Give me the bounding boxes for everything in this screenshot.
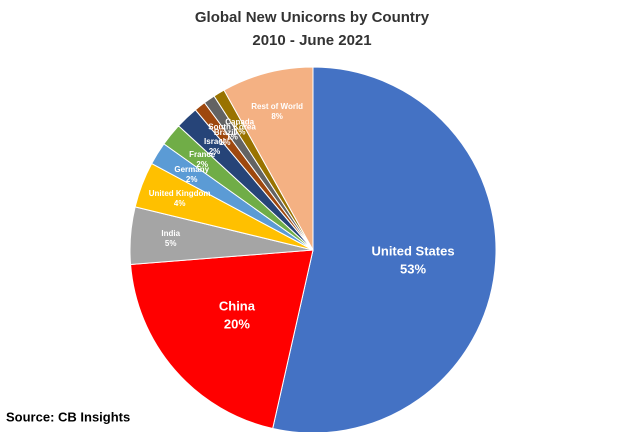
pie-slice: [130, 249, 314, 430]
category-label: United Kingdom: [149, 189, 211, 198]
category-label: South Korea: [208, 123, 256, 132]
category-label: France: [189, 150, 216, 159]
pie-slice: [223, 66, 314, 252]
value-label: 5%: [165, 239, 177, 248]
source-note: Source: CB Insights: [6, 409, 130, 424]
category-label: Israel: [204, 137, 225, 146]
category-label: United States: [371, 244, 454, 259]
pie-slice: [272, 66, 497, 432]
category-label: India: [161, 229, 180, 238]
category-label: Rest of World: [251, 102, 303, 111]
value-label: 2%: [209, 147, 221, 156]
value-label: 8%: [271, 112, 283, 121]
value-label: 2%: [196, 160, 208, 169]
category-label: China: [219, 298, 256, 313]
value-label: 1%: [219, 138, 231, 147]
category-label: Germany: [174, 165, 209, 174]
category-label: Canada: [225, 118, 254, 127]
value-label: 20%: [224, 316, 250, 331]
chart-title: Global New Unicorns by Country: [195, 9, 430, 26]
value-label: 2%: [186, 175, 198, 184]
value-label: 4%: [174, 199, 186, 208]
value-label: 53%: [400, 262, 426, 277]
value-label: 1%: [234, 128, 246, 137]
chart-subtitle: 2010 - June 2021: [252, 32, 371, 49]
category-label: Brazil: [214, 128, 236, 137]
value-label: 1%: [226, 133, 238, 142]
